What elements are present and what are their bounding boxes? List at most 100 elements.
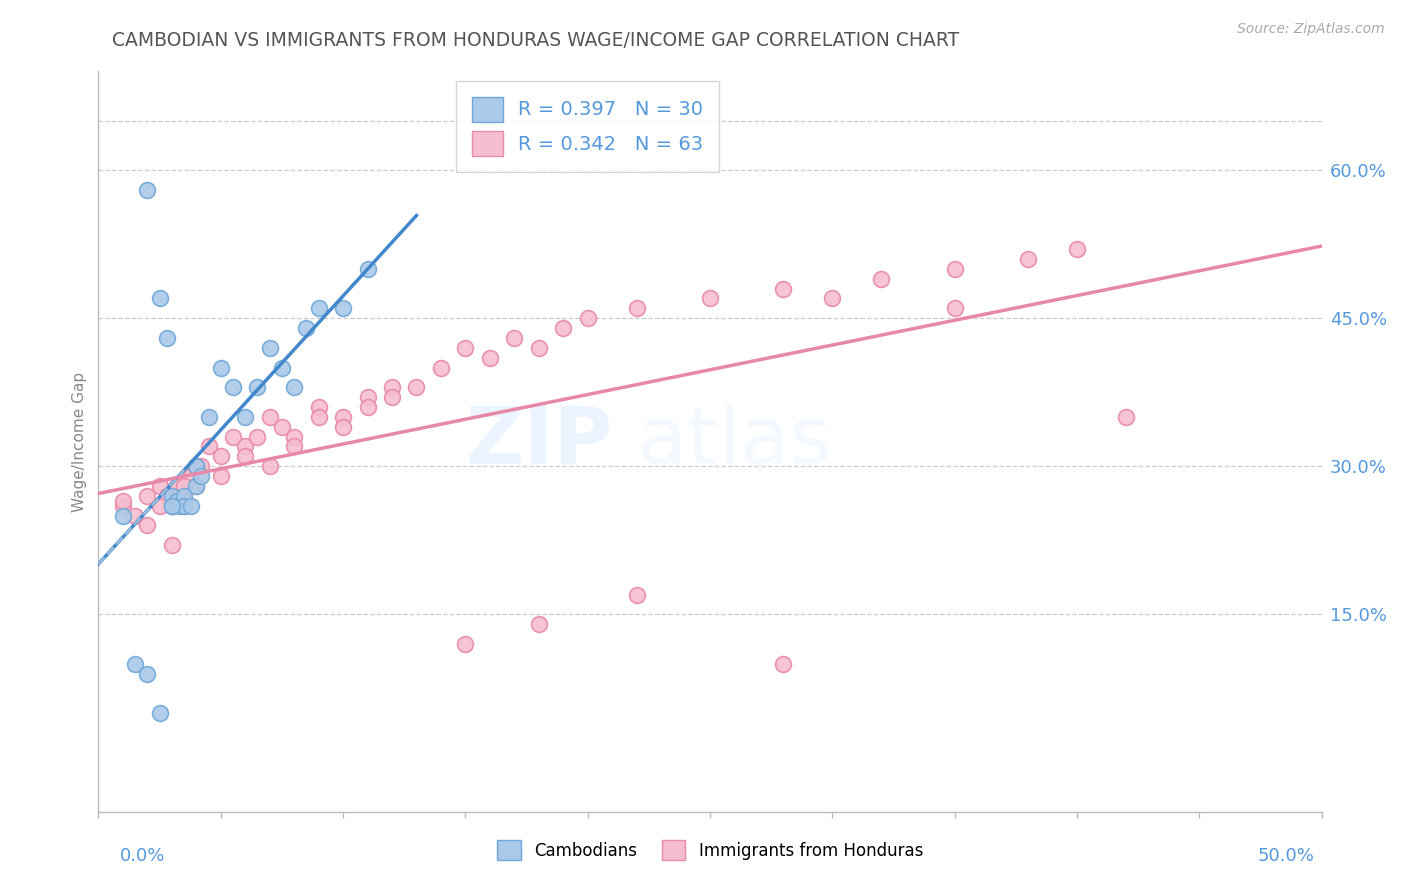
Point — [259, 341, 281, 355]
Point — [160, 499, 183, 513]
Point — [772, 281, 794, 295]
Point — [149, 706, 172, 720]
Text: 0.0%: 0.0% — [120, 847, 165, 865]
Point — [160, 499, 183, 513]
Point — [160, 538, 183, 552]
Point — [186, 459, 208, 474]
Point — [173, 493, 195, 508]
Point — [136, 666, 159, 681]
Text: ZIP: ZIP — [465, 402, 612, 481]
Point — [209, 360, 232, 375]
Point — [166, 493, 188, 508]
Point — [190, 459, 212, 474]
Point — [308, 409, 330, 424]
Point — [186, 459, 208, 474]
Point — [332, 419, 354, 434]
Point — [772, 657, 794, 671]
Point — [149, 479, 172, 493]
Point — [478, 351, 501, 365]
Point — [626, 301, 648, 316]
Point — [295, 321, 318, 335]
Point — [270, 419, 294, 434]
Point — [186, 459, 208, 474]
Point — [167, 499, 190, 513]
Point — [405, 380, 427, 394]
Point — [160, 499, 183, 513]
Point — [180, 499, 202, 513]
Point — [197, 409, 219, 424]
Point — [381, 390, 404, 404]
Point — [160, 489, 183, 503]
Point — [626, 588, 648, 602]
Point — [186, 479, 208, 493]
Point — [356, 261, 378, 276]
Point — [527, 341, 550, 355]
Point — [283, 440, 305, 454]
Point — [149, 499, 172, 513]
Point — [454, 341, 477, 355]
Point — [870, 271, 893, 285]
Point — [156, 489, 179, 503]
Point — [246, 429, 269, 443]
Point — [209, 450, 232, 464]
Point — [576, 311, 599, 326]
Point — [166, 479, 188, 493]
Point — [124, 657, 146, 671]
Point — [270, 360, 294, 375]
Point — [173, 479, 195, 493]
Point — [156, 331, 179, 345]
Point — [136, 489, 159, 503]
Point — [197, 440, 219, 454]
Point — [356, 390, 378, 404]
Point — [283, 429, 305, 443]
Point — [222, 380, 245, 394]
Point — [553, 321, 575, 335]
Point — [209, 469, 232, 483]
Point — [430, 360, 453, 375]
Point — [233, 440, 256, 454]
Point — [173, 489, 195, 503]
Point — [180, 469, 202, 483]
Point — [259, 459, 281, 474]
Point — [308, 301, 330, 316]
Point — [381, 380, 404, 394]
Point — [173, 499, 195, 513]
Text: 50.0%: 50.0% — [1258, 847, 1315, 865]
Point — [233, 409, 256, 424]
Point — [190, 469, 212, 483]
Point — [527, 617, 550, 632]
Point — [503, 331, 526, 345]
Point — [136, 183, 159, 197]
Point — [356, 400, 378, 414]
Point — [943, 261, 966, 276]
Point — [1066, 242, 1088, 256]
Point — [111, 508, 134, 523]
Point — [332, 301, 354, 316]
Point — [160, 489, 183, 503]
Point — [111, 499, 134, 513]
Point — [246, 380, 269, 394]
Point — [699, 292, 721, 306]
Point — [821, 292, 844, 306]
Text: atlas: atlas — [637, 402, 831, 481]
Point — [167, 493, 190, 508]
Point — [186, 479, 208, 493]
Point — [173, 499, 195, 513]
Text: CAMBODIAN VS IMMIGRANTS FROM HONDURAS WAGE/INCOME GAP CORRELATION CHART: CAMBODIAN VS IMMIGRANTS FROM HONDURAS WA… — [112, 31, 960, 50]
Point — [1017, 252, 1039, 266]
Point — [124, 508, 146, 523]
Point — [222, 429, 245, 443]
Point — [149, 292, 172, 306]
Point — [259, 409, 281, 424]
Point — [332, 409, 354, 424]
Point — [308, 400, 330, 414]
Point — [1115, 409, 1137, 424]
Y-axis label: Wage/Income Gap: Wage/Income Gap — [72, 371, 87, 512]
Point — [111, 493, 134, 508]
Legend: R = 0.397   N = 30, R = 0.342   N = 63: R = 0.397 N = 30, R = 0.342 N = 63 — [457, 81, 718, 172]
Point — [233, 450, 256, 464]
Text: Source: ZipAtlas.com: Source: ZipAtlas.com — [1237, 22, 1385, 37]
Point — [283, 380, 305, 394]
Point — [136, 518, 159, 533]
Point — [943, 301, 966, 316]
